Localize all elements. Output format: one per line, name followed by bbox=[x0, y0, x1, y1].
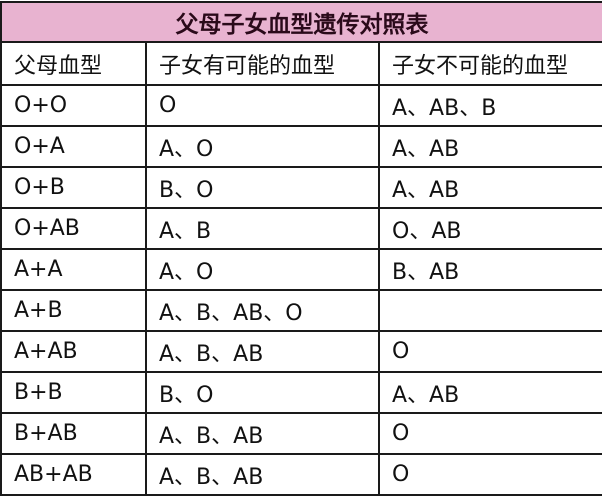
parents-cell: A+A bbox=[0, 248, 147, 291]
possible-cell: B、O bbox=[145, 371, 380, 414]
title-row: 父母子女血型遗传对照表 bbox=[0, 1, 602, 43]
impossible-cell: A、AB、B bbox=[378, 84, 602, 127]
possible-cell: A、O bbox=[145, 125, 380, 168]
table-row: B+B B、O A、AB bbox=[0, 371, 602, 414]
parents-cell: O+B bbox=[0, 166, 147, 209]
table-row: AB+AB A、B、AB O bbox=[0, 453, 602, 496]
table-row: A+AB A、B、AB O bbox=[0, 330, 602, 373]
table-row: B+AB A、B、AB O bbox=[0, 412, 602, 455]
impossible-cell: O、AB bbox=[378, 207, 602, 250]
header-impossible: 子女不可能的血型 bbox=[378, 41, 602, 86]
possible-cell: B、O bbox=[145, 166, 380, 209]
table-row: A+A A、O B、AB bbox=[0, 248, 602, 291]
table-row: O+AB A、B O、AB bbox=[0, 207, 602, 250]
impossible-cell: A、AB bbox=[378, 166, 602, 209]
table-row: A+B A、B、AB、O bbox=[0, 289, 602, 332]
table-row: O+O O A、AB、B bbox=[0, 84, 602, 127]
possible-cell: O bbox=[145, 84, 380, 127]
impossible-cell: O bbox=[378, 453, 602, 496]
parents-cell: AB+AB bbox=[0, 453, 147, 496]
header-parents: 父母血型 bbox=[0, 41, 147, 86]
impossible-cell: B、AB bbox=[378, 248, 602, 291]
parents-cell: B+AB bbox=[0, 412, 147, 455]
impossible-cell: O bbox=[378, 330, 602, 373]
table-title: 父母子女血型遗传对照表 bbox=[0, 1, 602, 43]
parents-cell: A+AB bbox=[0, 330, 147, 373]
parents-cell: A+B bbox=[0, 289, 147, 332]
parents-cell: B+B bbox=[0, 371, 147, 414]
impossible-cell: A、AB bbox=[378, 125, 602, 168]
parents-cell: O+AB bbox=[0, 207, 147, 250]
table-row: O+B B、O A、AB bbox=[0, 166, 602, 209]
possible-cell: A、B bbox=[145, 207, 380, 250]
parents-cell: O+A bbox=[0, 125, 147, 168]
impossible-cell: O bbox=[378, 412, 602, 455]
table-row: O+A A、O A、AB bbox=[0, 125, 602, 168]
header-possible: 子女有可能的血型 bbox=[145, 41, 380, 86]
parents-cell: O+O bbox=[0, 84, 147, 127]
impossible-cell bbox=[378, 289, 602, 332]
impossible-cell: A、AB bbox=[378, 371, 602, 414]
possible-cell: A、B、AB bbox=[145, 412, 380, 455]
possible-cell: A、B、AB bbox=[145, 330, 380, 373]
possible-cell: A、O bbox=[145, 248, 380, 291]
possible-cell: A、B、AB、O bbox=[145, 289, 380, 332]
header-row: 父母血型 子女有可能的血型 子女不可能的血型 bbox=[0, 41, 602, 86]
possible-cell: A、B、AB bbox=[145, 453, 380, 496]
